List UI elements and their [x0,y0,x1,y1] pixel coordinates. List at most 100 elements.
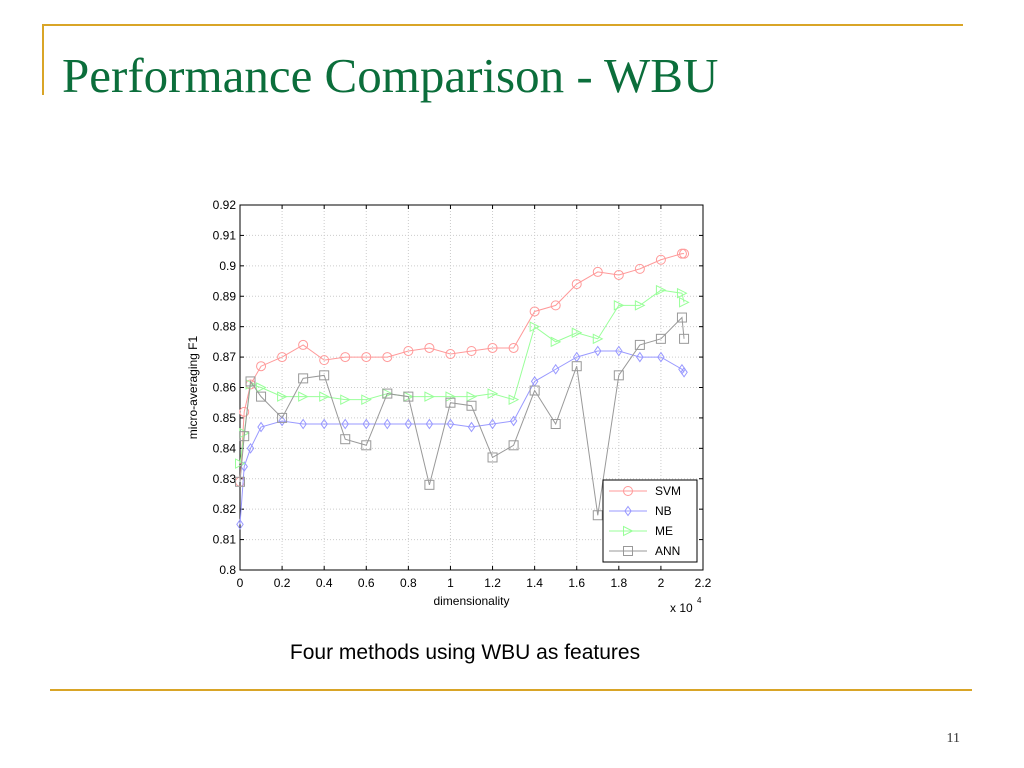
data-point [615,345,623,357]
data-point [466,346,477,356]
y-tick-label: 0.83 [213,472,237,486]
data-point [466,400,477,411]
data-point [487,452,498,463]
data-point [445,391,457,402]
data-point [340,352,351,363]
data-point [235,476,245,487]
data-point [445,397,456,408]
legend-marker [623,486,633,496]
page-number: 11 [947,731,960,746]
data-point [298,339,309,350]
data-point [424,342,435,353]
data-point [278,415,286,427]
data-point [529,321,541,332]
plot-frame [239,204,704,571]
data-point [361,440,372,451]
x-tick-label: 0.2 [274,576,291,590]
data-point [488,418,497,430]
series-line [239,316,685,516]
data-point [613,300,625,311]
x-tick-label: 1.6 [568,576,585,590]
data-point [340,394,351,405]
data-point [445,349,456,360]
data-point [403,391,414,402]
y-tick-label: 0.9 [219,259,236,273]
legend-label: NB [655,504,672,518]
data-point [550,336,562,348]
data-point [571,327,583,339]
x-tick-label: 0.8 [400,576,417,590]
x-tick-label: 0.4 [316,576,333,590]
data-point [341,418,349,430]
legend-label: ANN [655,544,680,558]
data-point [508,440,519,451]
data-point [382,388,393,399]
series-line [239,350,685,525]
x-tick-label: 0 [237,576,244,590]
data-point [592,333,604,345]
data-point [239,406,250,417]
y-tick-label: 0.85 [213,411,237,425]
y-axis-label: micro-averaging F1 [186,335,200,439]
data-point [680,366,688,378]
data-point [382,352,393,363]
legend-marker [623,525,634,537]
chart: 0.80.810.820.830.840.850.860.870.880.890… [186,198,712,615]
data-point [235,458,246,469]
data-point [319,391,330,402]
data-point [404,418,413,430]
data-point [425,418,434,430]
data-point [361,394,372,405]
slide-title: Performance Comparison - WBU [62,48,718,103]
data-point [257,421,265,433]
x-tick-label: 1.8 [610,576,627,590]
caption: Four methods using WBU as features [290,641,640,664]
data-point [636,351,644,363]
x-tick-label: 2.2 [695,576,712,590]
data-point [298,391,309,402]
y-tick-label: 0.82 [213,502,237,516]
data-point [550,300,561,311]
data-point [383,418,392,430]
data-point [319,355,330,366]
data-point [634,263,645,274]
data-point [508,342,519,353]
data-point [509,415,518,427]
y-tick-label: 0.88 [213,320,237,334]
data-point [403,346,414,356]
data-point [550,419,561,429]
data-point [340,434,351,445]
data-point [487,342,498,353]
data-point [236,519,244,530]
x-tick-label: 0.6 [358,576,375,590]
legend-label: SVM [655,484,681,498]
data-point [446,418,455,430]
y-tick-label: 0.86 [213,381,237,395]
data-point [256,361,267,372]
legend-marker [623,546,633,556]
data-point [467,421,476,433]
data-point [529,385,540,396]
data-point [679,248,690,259]
y-tick-label: 0.84 [213,441,237,455]
y-tick-label: 0.91 [213,228,237,242]
data-point [466,391,478,402]
data-point [277,352,288,363]
y-tick-label: 0.87 [213,350,237,364]
x-multiplier: x 10 [670,601,693,615]
data-point [657,351,665,363]
y-tick-label: 0.81 [213,533,237,547]
data-point [277,412,288,423]
data-point [592,510,603,521]
data-point [613,370,624,381]
data-point [424,479,435,490]
data-point [613,269,624,280]
data-point [634,339,645,350]
data-point [487,388,499,399]
data-point [529,306,540,317]
x-axis-label: dimensionality [433,594,509,608]
legend-label: ME [655,524,673,538]
data-point [655,284,667,296]
data-point [361,352,372,363]
